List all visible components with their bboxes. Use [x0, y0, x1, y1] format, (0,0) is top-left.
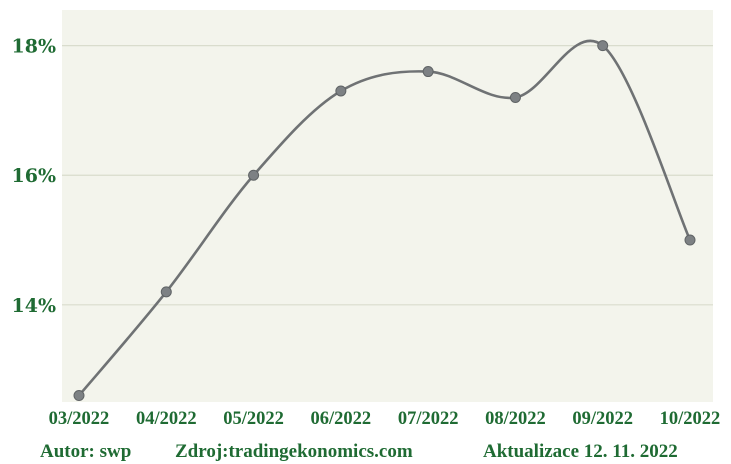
x-axis-ticks: 03/2022 04/2022 05/2022 06/2022 07/2022 08/20…	[49, 409, 721, 429]
x-tick-label: 04/2022	[136, 409, 197, 429]
footer-source: Zdroj:tradingekonomics.com	[175, 441, 413, 462]
x-tick-label: 07/2022	[398, 409, 459, 429]
x-tick-label: 03/2022	[49, 409, 110, 429]
data-point	[160, 286, 172, 298]
data-point	[597, 40, 609, 52]
x-tick-label: 08/2022	[485, 409, 546, 429]
y-tick-label: 16%	[12, 165, 57, 187]
plot-area	[62, 10, 713, 402]
data-points	[73, 40, 696, 402]
x-tick-label: 09/2022	[572, 409, 633, 429]
footer: Autor: swp Zdroj:tradingekonomics.com Ak…	[40, 441, 678, 462]
y-axis-ticks: 14% 16% 18%	[12, 36, 57, 317]
data-point	[335, 85, 347, 97]
y-tick-label: 18%	[12, 36, 57, 58]
data-point	[509, 91, 521, 103]
x-tick-label: 06/2022	[311, 409, 372, 429]
data-point	[422, 66, 434, 78]
data-point	[684, 234, 696, 246]
footer-author: Autor: swp	[40, 441, 131, 462]
x-tick-label: 05/2022	[223, 409, 284, 429]
x-tick-label: 10/2022	[660, 409, 721, 429]
data-point	[248, 169, 260, 181]
data-point	[73, 390, 85, 402]
footer-updated: Aktualizace 12. 11. 2022	[483, 441, 678, 462]
y-tick-label: 14%	[12, 295, 57, 317]
